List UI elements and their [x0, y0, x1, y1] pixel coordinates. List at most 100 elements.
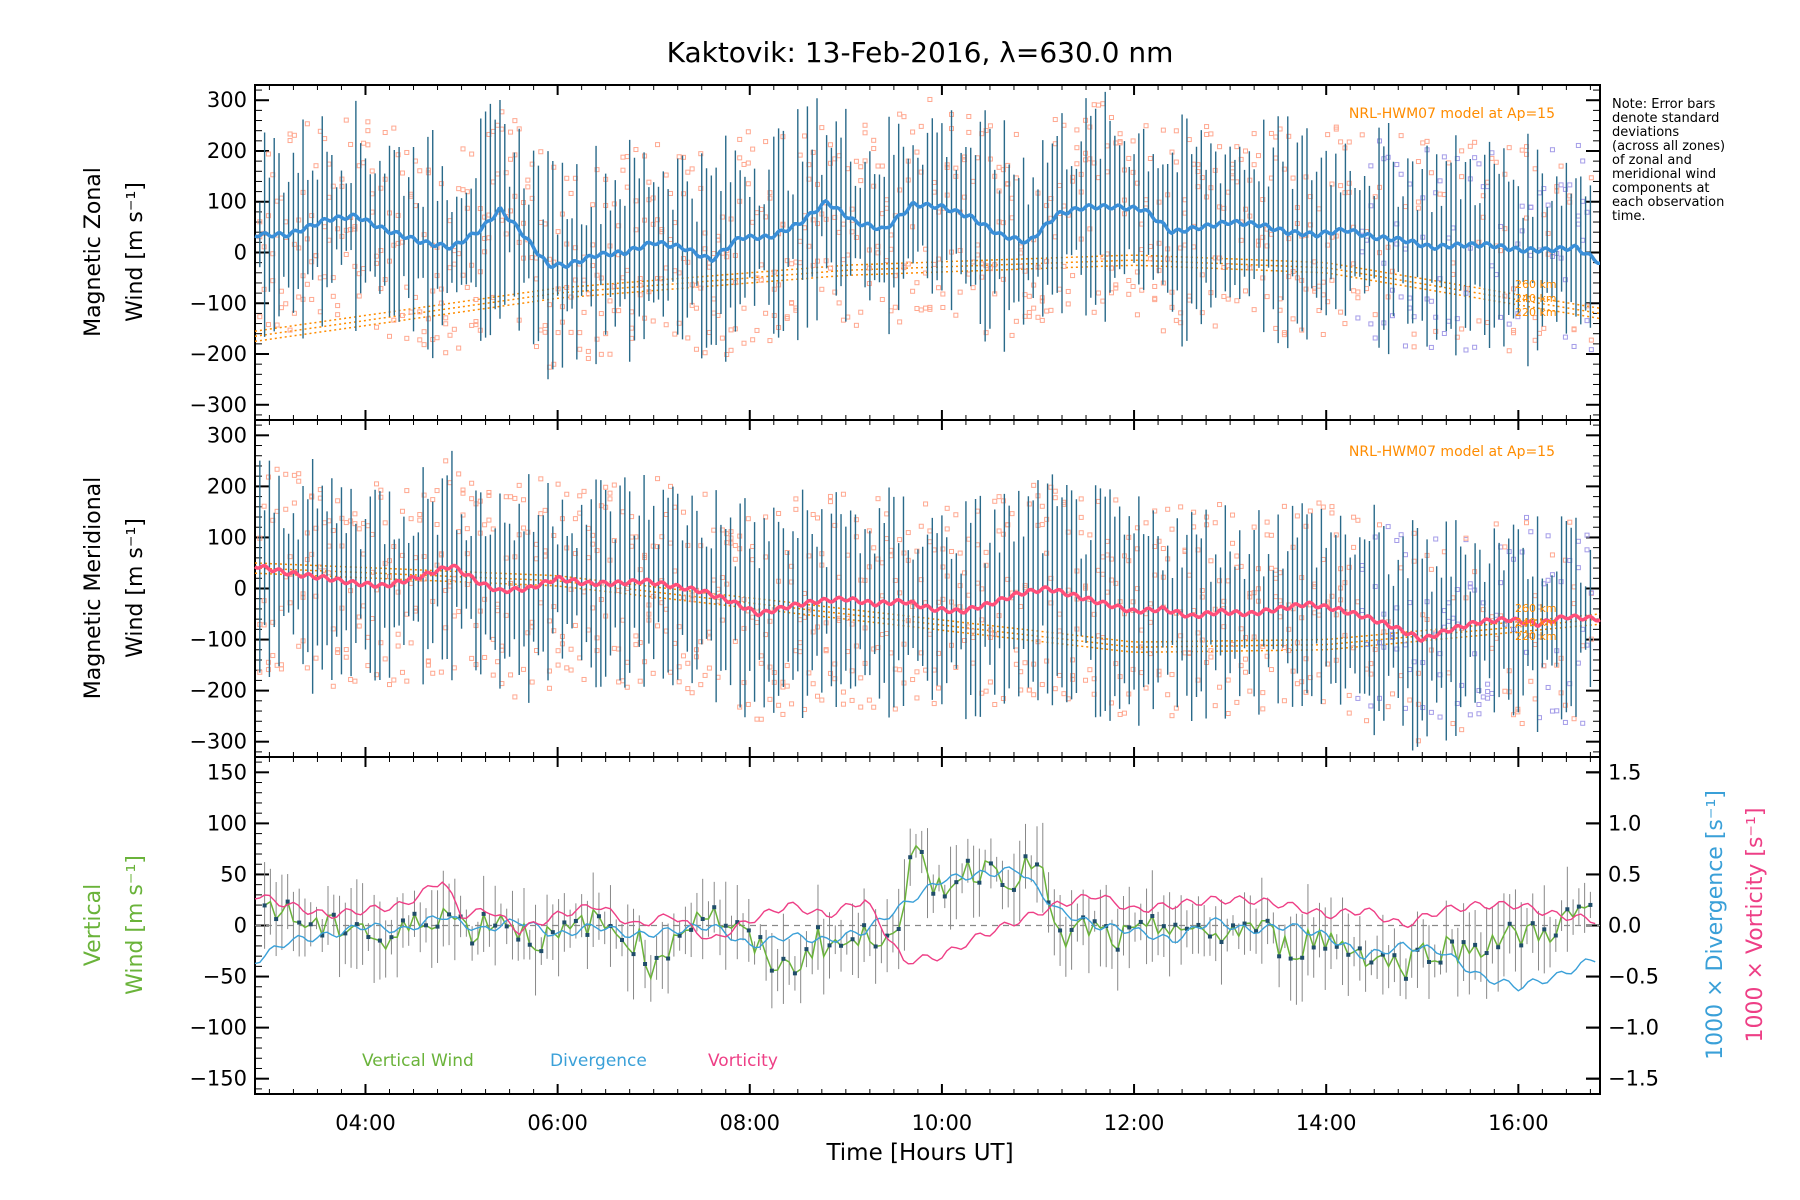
- zone-wind-point: [884, 258, 890, 264]
- zone-wind-point: [1394, 162, 1400, 168]
- zone-wind-point: [330, 293, 336, 299]
- y-tick-label: −100: [189, 291, 247, 315]
- zone-wind-point: [944, 505, 950, 511]
- zone-wind-point: [598, 351, 604, 357]
- vertical-wind-point: [1115, 947, 1120, 952]
- zone-wind-point: [1143, 685, 1149, 691]
- zone-wind-point: [278, 666, 284, 672]
- zone-wind-point: [335, 498, 341, 504]
- zone-wind-point: [879, 163, 885, 169]
- zone-wind-point: [1545, 577, 1551, 583]
- zone-wind-point: [469, 496, 475, 502]
- zone-wind-point: [944, 526, 950, 532]
- zone-wind-point: [1368, 163, 1374, 169]
- zone-wind-point: [1420, 140, 1426, 146]
- vertical-wind-point: [723, 923, 728, 928]
- zone-wind-point: [1156, 199, 1162, 205]
- zone-wind-point: [1126, 277, 1132, 283]
- zone-wind-point: [840, 257, 846, 263]
- zone-wind-point: [551, 604, 557, 610]
- zone-wind-point: [1320, 332, 1326, 338]
- zone-wind-point: [1476, 701, 1482, 707]
- vertical-wind-point: [504, 924, 509, 929]
- zone-wind-point: [1026, 687, 1032, 693]
- vertical-wind-point: [1357, 946, 1362, 951]
- zone-wind-point: [866, 697, 872, 703]
- zone-wind-point: [1113, 285, 1119, 291]
- zone-wind-point: [1372, 534, 1378, 540]
- zone-wind-point: [680, 256, 686, 262]
- zone-wind-point: [767, 696, 773, 702]
- zone-wind-point: [793, 506, 799, 512]
- zone-wind-point: [680, 509, 686, 515]
- vertical-wind-point: [988, 861, 993, 866]
- vertical-wind-point: [377, 938, 382, 943]
- zone-wind-point: [283, 506, 289, 512]
- zone-wind-point: [378, 640, 384, 646]
- y2-tick-label: 1.0: [1608, 811, 1641, 835]
- zone-wind-point: [1485, 689, 1491, 695]
- zone-wind-point: [1057, 611, 1063, 617]
- zone-wind-point: [1549, 552, 1555, 558]
- zone-wind-point: [1511, 327, 1517, 333]
- zone-wind-point: [1221, 293, 1227, 299]
- zone-wind-point: [1044, 203, 1050, 209]
- zone-wind-point: [897, 537, 903, 543]
- zone-wind-point: [1389, 287, 1395, 293]
- legend-vertical-wind: Vertical Wind: [362, 1051, 474, 1071]
- zone-wind-point: [508, 580, 514, 586]
- zone-wind-point: [1108, 114, 1114, 120]
- zone-wind-point: [1022, 660, 1028, 666]
- zone-wind-point: [1013, 661, 1019, 667]
- y-tick-label: −150: [189, 1067, 247, 1091]
- zone-wind-point: [1532, 593, 1538, 599]
- zone-wind-point: [322, 520, 328, 526]
- zone-wind-point: [1234, 298, 1240, 304]
- zone-wind-point: [758, 277, 764, 283]
- zone-wind-point: [283, 471, 289, 477]
- vertical-wind-point: [1011, 887, 1016, 892]
- zone-wind-point: [1524, 514, 1530, 520]
- zone-wind-point: [814, 515, 820, 521]
- zone-wind-point: [1039, 522, 1045, 528]
- zone-wind-point: [1100, 101, 1106, 107]
- zone-wind-point: [784, 550, 790, 556]
- divergence-line: [254, 866, 1596, 992]
- zone-wind-point: [1242, 206, 1248, 212]
- zone-wind-point: [624, 684, 630, 690]
- zone-wind-point: [542, 507, 548, 513]
- zone-wind-point: [1584, 318, 1590, 324]
- zone-wind-point: [322, 274, 328, 280]
- zone-wind-point: [1441, 331, 1447, 337]
- zone-wind-point: [486, 492, 492, 498]
- zone-wind-point: [918, 307, 924, 313]
- zone-wind-point: [1074, 145, 1080, 151]
- zone-wind-point: [1087, 226, 1093, 232]
- zone-wind-point: [1415, 205, 1421, 211]
- zone-wind-point: [361, 140, 367, 146]
- zone-wind-point: [875, 163, 881, 169]
- zone-wind-point: [421, 554, 427, 560]
- vertical-wind-point: [1542, 927, 1547, 932]
- zone-wind-point: [1545, 684, 1551, 690]
- vertical-wind-point: [792, 971, 797, 976]
- vertical-wind-point: [1254, 929, 1259, 934]
- zone-wind-point: [1329, 593, 1335, 599]
- zone-wind-point: [1415, 738, 1421, 744]
- zone-wind-point: [443, 458, 449, 464]
- vertical-wind-point: [885, 933, 890, 938]
- zone-wind-point: [404, 149, 410, 155]
- zone-wind-point: [745, 516, 751, 522]
- zone-wind-point: [1217, 578, 1223, 584]
- vertical-wind-point: [839, 943, 844, 948]
- zone-wind-point: [767, 195, 773, 201]
- zone-wind-point: [901, 114, 907, 120]
- zone-wind-point: [1325, 132, 1331, 138]
- zone-wind-point: [460, 187, 466, 193]
- zone-wind-point: [836, 300, 842, 306]
- zone-wind-point: [538, 600, 544, 606]
- zone-wind-point: [365, 128, 371, 134]
- y2-tick-label: −0.5: [1608, 965, 1659, 989]
- zone-wind-point: [1152, 283, 1158, 289]
- zone-wind-point: [624, 184, 630, 190]
